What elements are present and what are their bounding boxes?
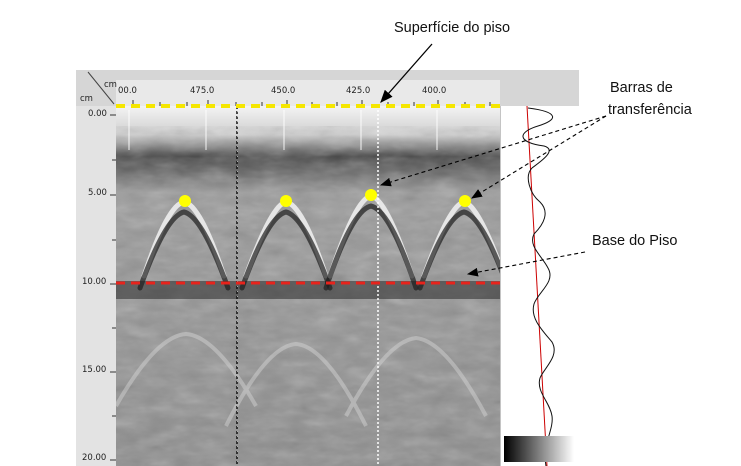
top-tick-label: 400.0 [422,86,447,96]
top-tick-label: 475.0 [190,86,215,96]
depth-tick-label: 15.00 [82,365,107,375]
bars-annotation-line2: transferência [608,102,692,118]
radargram-image [116,106,500,466]
top-tick-label: 450.0 [271,86,296,96]
top-tick-label: 00.0 [118,86,137,96]
top-axis-unit: cm [104,80,117,90]
a-scan-trace-panel [500,106,579,466]
depth-tick-label: 0.00 [88,109,107,119]
top-tick-label: 425.0 [346,86,371,96]
depth-tick-label: 5.00 [88,188,107,198]
depth-tick-label: 20.00 [82,453,107,463]
surface-annotation: Superfície do piso [394,20,511,36]
bars-annotation-line1: Barras de [610,80,673,96]
base-annotation: Base do Piso [592,233,678,249]
left-axis-unit: cm [80,94,93,104]
depth-tick-label: 10.00 [82,277,107,287]
gpr-radargram [116,106,500,466]
top-distance-ruler [116,80,500,106]
left-depth-ruler [76,106,116,466]
a-scan-trace [500,106,579,466]
